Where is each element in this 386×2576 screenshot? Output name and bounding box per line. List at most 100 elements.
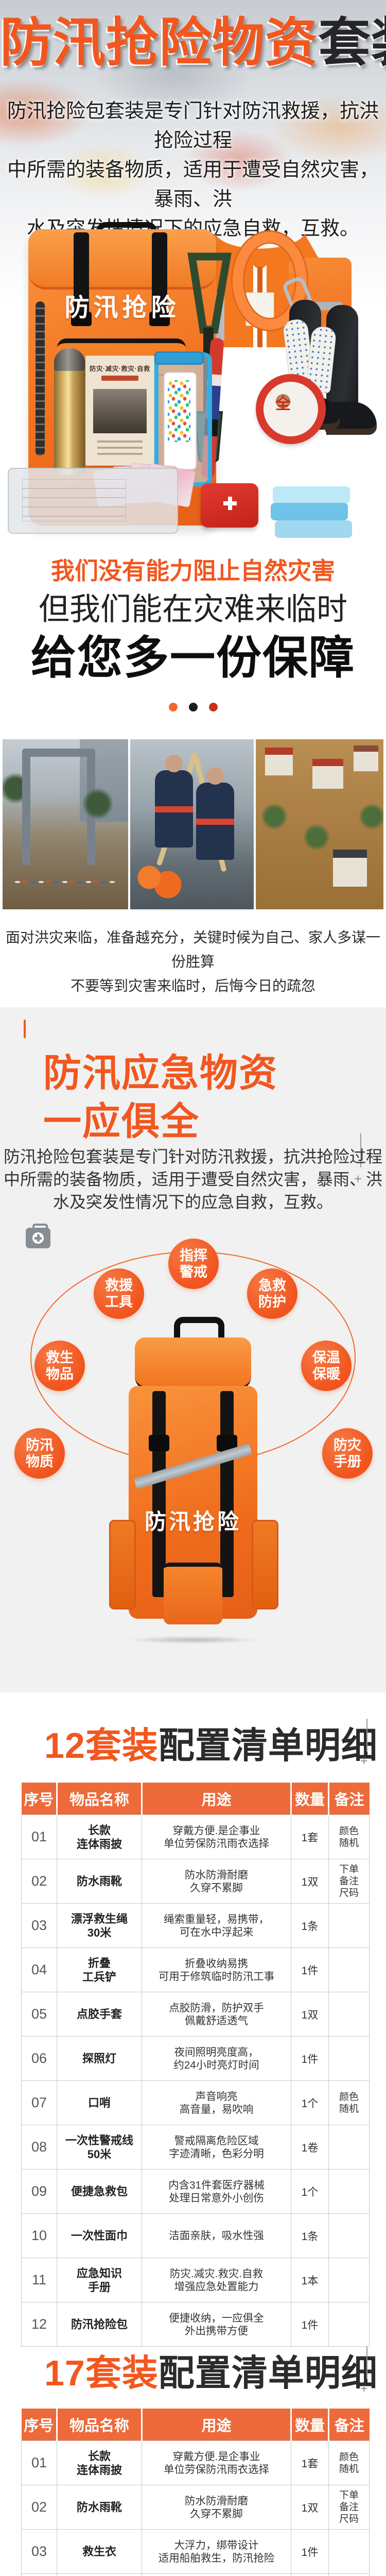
brand-logo-badge: 坚冠: [25, 1021, 26, 1038]
item-use: 大浮力，绑带设计 适用船舶救生，防汛抢险: [142, 2529, 291, 2574]
item-qty: 1条: [291, 2573, 329, 2576]
item-use: 绳索重量轻，易携带， 可在水中浮起来: [142, 1903, 291, 1948]
table-heading-rest: 配置清单明细: [158, 1725, 378, 1766]
table-row: 01 长款 连体雨披 穿戴方便.是企事业 单位劳保防汛雨衣选择 1套 颜色 随机: [21, 2441, 370, 2485]
item-number: 01: [21, 1815, 57, 1859]
plus-icon: +: [360, 2381, 368, 2396]
item-name: 漂浮救生绳 30米: [57, 2573, 142, 2576]
first-aid-case-icon: [26, 1224, 50, 1248]
item-qty: 1件: [291, 2529, 329, 2574]
page-title-suffix: 套装: [318, 13, 386, 72]
item-qty: 1件: [291, 2036, 329, 2081]
backpack-flap: [28, 229, 216, 290]
feature-bubble-warmth: 保温 保暖: [301, 1341, 352, 1391]
item-number: 04: [21, 1947, 57, 1992]
photo-caption: 面对洪灾来临，准备越充分，关键时候为自己、家人多谋一份胜算 不要等到灾害来临时，…: [5, 929, 380, 994]
table-row: 10 一次性面巾 洁面亲肤，吸水性强 1条: [21, 2213, 370, 2258]
item-qty: 1套: [291, 2441, 329, 2485]
features-section: funitrip趣行 坚冠 防汛应急物资 一应俱全 + 防汛抢险包套装是专门针对…: [0, 1007, 386, 1692]
slogan-line-1: 我们没有能力阻止自然灾害: [51, 557, 335, 584]
table-row: 12 防汛抢险包 便捷收纳，一应俱全 外出携带方便 1件: [21, 2302, 370, 2347]
item-qty: 1卷: [291, 2125, 329, 2170]
item-qty: 1条: [291, 2213, 329, 2258]
config-table-17: 序号 物品名称 用途 数量 备注 01 长款 连体雨披 穿戴方便.是企事业 单位劳保防汛雨衣选…: [21, 2409, 370, 2576]
features-heading-line1: 防汛应急物资: [43, 1052, 278, 1094]
table-heading-accent: 12套装: [44, 1725, 159, 1766]
table-row: 07 口哨 声音响亮 高音量，易吹响 1个 颜色 随机: [21, 2080, 370, 2125]
table-heading-accent: 17套装: [44, 2353, 159, 2393]
item-qty: 1个: [291, 2080, 329, 2125]
item-name: 防汛抢险包: [57, 2302, 142, 2347]
brand-logo-text: funitrip趣行: [25, 1021, 26, 1038]
item-use: 声音响亮 高音量，易吹响: [142, 2080, 291, 2125]
divider-dots: [0, 703, 386, 711]
backpack-lid: [135, 1337, 251, 1390]
item-number: 12: [21, 2302, 57, 2347]
warning-tape-image: 全: [256, 374, 326, 444]
emergency-manual-image: 防灾·减灾·救灾·自救: [85, 355, 154, 466]
phone-waterproof-pouch-image: [154, 351, 212, 486]
backpack-buckle: [149, 1435, 169, 1451]
backpack-label: 防汛抢险: [64, 294, 180, 321]
features-description: 防汛抢险包套装是专门针对防汛救援，抗洪抢险过程 中所需的装备物质，适用于遭受自然…: [3, 1147, 382, 1211]
table-row: 04 折叠 工兵铲 折叠收纳易携 可用于修筑临时防汛工事 1件: [21, 1947, 370, 1992]
item-note: [328, 1947, 370, 1992]
item-qty: 1双: [291, 1859, 329, 1904]
item-number: 06: [21, 2036, 57, 2081]
item-note: [328, 2573, 370, 2576]
page-title-accent: 防汛抢险物资: [0, 13, 318, 72]
item-name: 探照灯: [57, 2036, 142, 2081]
item-note: [328, 1992, 370, 2037]
item-number: 02: [21, 2485, 57, 2530]
brand-logo: funitrip趣行 坚冠: [24, 1020, 26, 1038]
item-number: 07: [21, 2080, 57, 2125]
column-header: 物品名称: [57, 1783, 143, 1815]
item-use: 穿戴方便.是企事业 单位劳保防汛雨衣选择: [142, 1815, 291, 1859]
item-name: 一次性警戒线 50米: [57, 2125, 142, 2170]
plus-icon: +: [360, 1754, 368, 1768]
thermos-image: [54, 348, 85, 475]
dot-orange: [168, 703, 178, 711]
feature-bubble-command-alert: 指挥 警戒: [168, 1239, 219, 1289]
dot-black: [188, 703, 198, 711]
table-row: 01 长款 连体雨披 穿戴方便.是企事业 单位劳保防汛雨衣选择 1套 颜色 随机: [21, 1815, 370, 1859]
hero-section: 防汛抢险物资套装 防汛抢险包套装是专门针对防汛救援，抗洪抢险过程 中所需的装备物…: [0, 0, 386, 538]
column-header: 物品名称: [57, 2409, 143, 2441]
item-number: 11: [21, 2258, 57, 2302]
backpack-side-pocket: [252, 1520, 278, 1609]
table-header-row: 序号 物品名称 用途 数量 备注: [21, 1783, 370, 1815]
page-title: 防汛抢险物资套装: [0, 14, 386, 71]
item-qty: 1件: [291, 1947, 329, 1992]
item-qty: 1件: [291, 2302, 329, 2347]
slogan-line-2: 但我们能在灾难来临时: [39, 592, 347, 626]
feature-bubble-flood-supplies: 防汛 物质: [14, 1428, 65, 1479]
item-note: [328, 2213, 370, 2258]
item-note: 颜色 随机: [328, 1815, 370, 1859]
column-header: 备注: [328, 1783, 370, 1815]
item-name: 长款 连体雨披: [57, 2441, 142, 2485]
item-note: [328, 1903, 370, 1948]
column-header: 序号: [21, 1783, 58, 1815]
table-heading-12: 12套装配置清单明细: [44, 1717, 378, 1769]
column-header: 数量: [291, 1783, 329, 1815]
table-row: 06 探照灯 夜间照明亮度高， 约24小时亮灯时间 1件: [21, 2036, 370, 2081]
item-number: 05: [21, 1992, 57, 2037]
item-qty: 1本: [291, 2258, 329, 2302]
item-name: 漂浮救生绳 30米: [57, 1903, 142, 1948]
item-use: 防水防滑耐磨 久穿不累脚: [142, 2485, 291, 2530]
backpack-side-pocket: [109, 1520, 136, 1609]
table-heading-17: 17套装配置清单明细: [44, 2344, 378, 2396]
item-number: 01: [21, 2441, 57, 2485]
item-note: [328, 2169, 370, 2214]
backpack-strap: [149, 232, 170, 326]
item-use: 点胶防滑，防护双手 佩戴舒适透气: [142, 1992, 291, 2037]
item-qty: 1双: [291, 2485, 329, 2530]
item-number: 10: [21, 2213, 57, 2258]
item-name: 救生衣: [57, 2529, 142, 2574]
item-use: 洁面亲肤，吸水性强: [142, 2213, 291, 2258]
column-header: 序号: [21, 2409, 58, 2441]
item-number: 08: [21, 2125, 57, 2170]
table-row: 02 防水雨靴 防水防滑耐磨 久穿不累脚 1双 下单 备注 尺码: [21, 1859, 370, 1904]
feature-bubble-disaster-manual: 防灾 手册: [322, 1428, 373, 1479]
